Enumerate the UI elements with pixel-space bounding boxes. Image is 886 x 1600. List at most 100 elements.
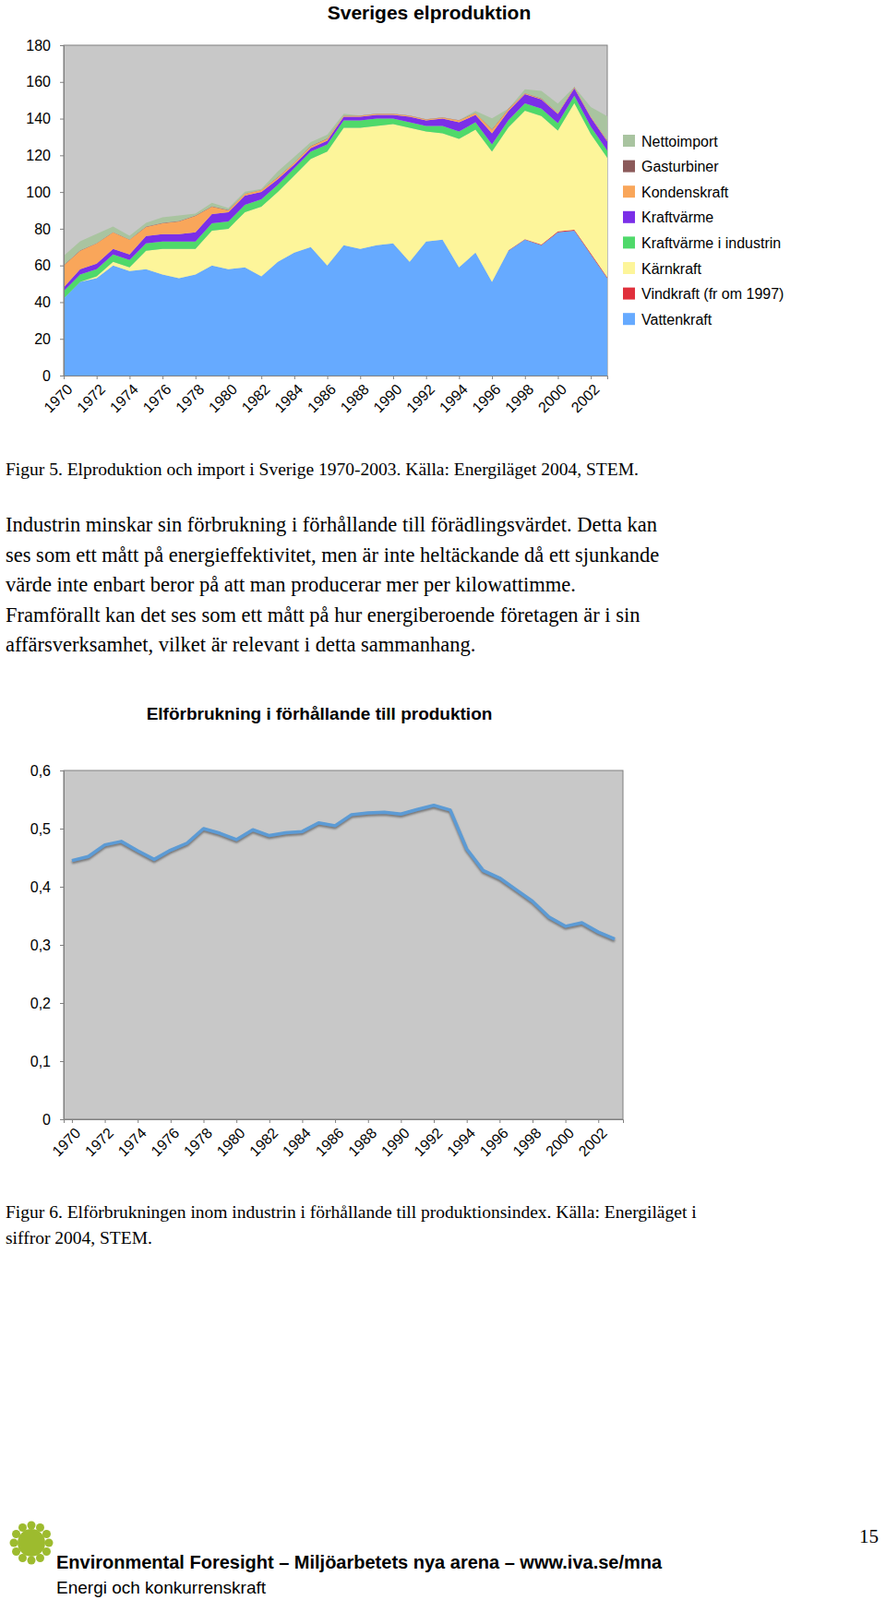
x-tick: 1982: [246, 1119, 281, 1160]
x-tick: 1980: [214, 1119, 249, 1160]
x-tick-mark: [458, 375, 460, 380]
x-tick: 1986: [304, 375, 339, 416]
x-tick-label: 1974: [107, 381, 142, 416]
x-tick: 1974: [107, 375, 142, 416]
x-tick-label: 1972: [73, 381, 108, 416]
y-tick: 0,4: [30, 879, 64, 896]
x-tick-mark: [63, 375, 65, 380]
y-tick-label: 80: [34, 221, 51, 238]
x-tick: 1978: [180, 1119, 216, 1160]
x-tick-label: 1990: [378, 1125, 413, 1160]
legend-label: Kraftvärme: [641, 209, 714, 226]
x-tick-label: 1992: [410, 1125, 445, 1160]
legend-swatch: [622, 262, 635, 275]
y-tick-label: 60: [34, 257, 51, 274]
x-tick-mark: [301, 1119, 303, 1124]
x-tick-label: 1988: [345, 1125, 380, 1160]
x-tick-mark: [170, 1119, 172, 1124]
x-tick: 1996: [477, 1119, 512, 1160]
y-tick-label: 0,3: [30, 937, 51, 954]
x-tick: 1980: [205, 375, 240, 416]
x-tick-label: 1984: [271, 381, 306, 416]
logo-ray: [27, 1556, 36, 1566]
x-tick-mark: [137, 1119, 139, 1124]
y-tick-mark: [59, 82, 64, 84]
x-tick: 2002: [575, 1119, 611, 1160]
x-tick: 1992: [410, 1119, 445, 1160]
caption: Figur 5. Elproduktion och import i Sveri…: [5, 459, 639, 479]
plot-area: [63, 45, 608, 376]
y-tick-label: 120: [25, 147, 51, 164]
x-tick: 1976: [139, 375, 174, 416]
x-tick: 1986: [311, 1119, 347, 1160]
x-tick: 1984: [271, 375, 306, 416]
y-tick-mark: [59, 338, 64, 340]
y-tick-label: 0: [42, 368, 51, 384]
x-tick-mark: [327, 375, 329, 380]
x-tick-mark: [368, 1119, 370, 1124]
x-tick: 2000: [542, 1119, 577, 1160]
x-tick-label: 1996: [468, 381, 503, 416]
x-tick-label: 1988: [337, 381, 372, 416]
y-tick: 60: [34, 257, 64, 274]
x-tick-label: 1978: [180, 1125, 216, 1160]
x-tick-label: 1980: [214, 1125, 249, 1160]
y-tick: 120: [25, 147, 64, 164]
logo-ray: [27, 1521, 36, 1531]
x-tick-mark: [426, 375, 428, 380]
y-tick-mark: [59, 828, 64, 830]
x-tick-label: 1990: [370, 381, 405, 416]
y-tick-label: 140: [25, 110, 51, 127]
x-tick: 1972: [82, 1119, 117, 1160]
x-tick: 1990: [370, 375, 405, 416]
chart-title: Sveriges elproduktion: [327, 1, 532, 24]
legend-swatch: [622, 236, 635, 249]
legend-label: Gasturbiner: [641, 158, 719, 175]
legend: NettoimportGasturbinerKondenskraftKraftv…: [622, 133, 784, 328]
y-tick: 40: [34, 294, 64, 311]
y-tick: 160: [25, 73, 64, 90]
x-axis-line: [64, 1120, 624, 1125]
x-tick: 2000: [535, 375, 570, 416]
legend-swatch: [622, 312, 635, 325]
x-tick-label: 2002: [568, 381, 603, 416]
y-tick: 0,6: [30, 763, 64, 779]
y-tick-mark: [59, 119, 64, 120]
x-tick-label: 1974: [115, 1125, 150, 1160]
x-tick: 1976: [147, 1119, 182, 1160]
y-tick-mark: [59, 155, 64, 156]
chart-title: Elförbrukning i förhållande till produkt…: [146, 704, 493, 724]
x-tick: 1990: [378, 1119, 413, 1160]
chart: 00,10,20,30,40,50,6197019721974197619781…: [30, 704, 624, 1160]
y-tick-mark: [59, 1003, 64, 1005]
x-tick-label: 1980: [205, 381, 240, 416]
area-5: [63, 87, 608, 288]
y-tick-mark: [59, 1119, 64, 1121]
y-tick: 0: [42, 368, 64, 384]
x-tick: 1992: [403, 375, 438, 416]
x-tick-label: 1982: [239, 381, 274, 416]
legend-swatch: [622, 185, 635, 198]
page-svg: 0204060801001201401601801970197219741976…: [0, 0, 886, 1600]
x-tick-mark: [236, 1119, 238, 1124]
x-tick-label: 1986: [311, 1125, 347, 1160]
legend-label: Kondenskraft: [641, 184, 730, 201]
x-tick-label: 2002: [575, 1125, 611, 1160]
y-tick-mark: [59, 770, 64, 772]
legend-swatch: [622, 134, 635, 147]
y-tick-label: 0,1: [30, 1053, 51, 1070]
area-4: [63, 88, 608, 292]
y-tick-mark: [59, 265, 64, 267]
x-tick-mark: [129, 375, 131, 380]
document-text: Figur 5. Elproduktion och import i Sveri…: [5, 459, 879, 1598]
x-tick-mark: [203, 1119, 205, 1124]
line: [71, 805, 615, 940]
x-tick-mark: [269, 1119, 271, 1124]
legend-label: Vindkraft (fr om 1997): [641, 286, 784, 302]
y-tick-label: 180: [25, 37, 51, 54]
y-tick: 0: [42, 1112, 64, 1128]
x-tick-mark: [359, 375, 361, 380]
y-tick-mark: [59, 886, 64, 888]
x-tick-label: 1976: [147, 1125, 182, 1160]
y-tick-label: 160: [25, 73, 51, 90]
